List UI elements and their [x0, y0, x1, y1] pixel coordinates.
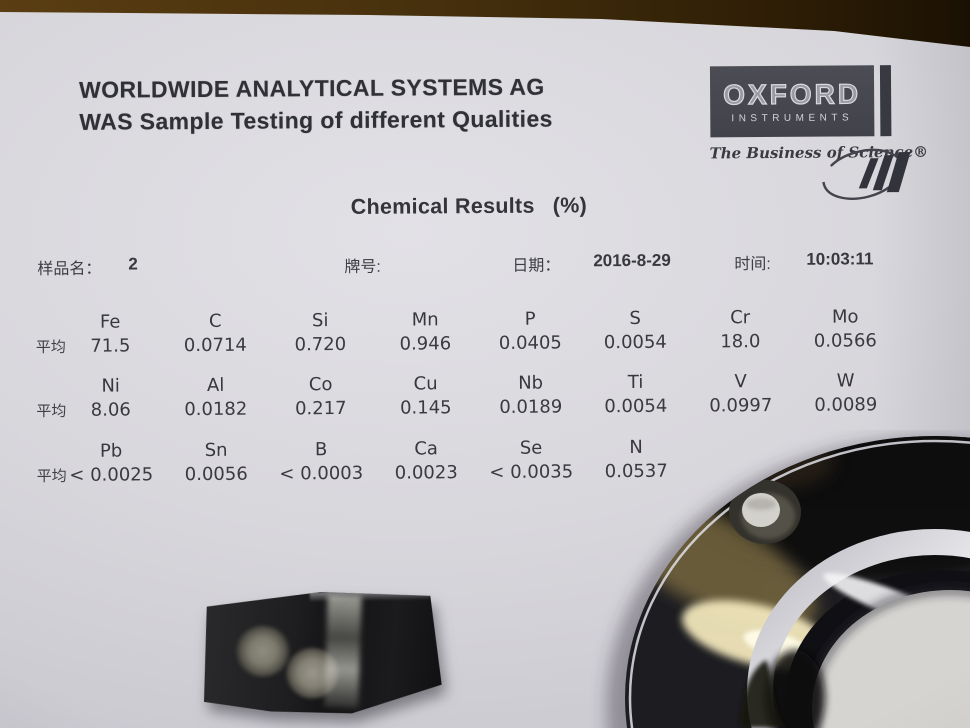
element-value: 0.0182 — [184, 398, 248, 421]
element-symbol: Si — [311, 310, 329, 332]
element-value: < 0.0003 — [279, 462, 364, 485]
element-symbol: W — [836, 370, 855, 392]
element-value: 71.5 — [90, 335, 131, 357]
element-symbol: Sn — [204, 439, 228, 461]
time-label: 时间: — [734, 256, 771, 274]
element-symbol: Nb — [518, 372, 544, 394]
element-symbol: V — [734, 371, 747, 393]
element-value: 0.0054 — [603, 331, 667, 354]
ground-metal-streak — [324, 595, 362, 708]
element-value: 8.06 — [90, 399, 131, 421]
average-label: 平均 — [35, 338, 66, 357]
element-value: 0.0054 — [604, 395, 668, 418]
element-value: 0.217 — [294, 397, 347, 420]
element-symbol: B — [314, 439, 328, 461]
element-symbol: Ca — [414, 438, 438, 460]
element-value: < 0.0025 — [69, 464, 154, 486]
report-title: Chemical Results (%) — [0, 191, 939, 223]
element-symbol: Cu — [413, 373, 438, 395]
element-symbol: Se — [519, 437, 543, 459]
element-value: 0.0714 — [183, 334, 247, 357]
average-label: 平均 — [36, 467, 67, 486]
element-symbol: Ti — [627, 371, 644, 394]
element-table-row-2: Ni Al Co Cu Nb Ti V W 平均 8.06 0.0182 0.2… — [30, 369, 942, 423]
sample-edge-highlight — [310, 590, 430, 603]
element-values-row: 8.06 0.0182 0.217 0.145 0.0189 0.0054 0.… — [30, 393, 942, 423]
report-subtitle: WAS Sample Testing of different Qualitie… — [79, 105, 553, 135]
spark-test-mark — [234, 625, 291, 678]
element-values-row: 71.5 0.0714 0.720 0.946 0.0405 0.0054 18… — [30, 329, 942, 359]
report-title-text: Chemical Results — [350, 193, 535, 219]
element-value: 0.946 — [399, 333, 452, 355]
element-value: 18.0 — [720, 331, 761, 353]
element-value: 0.0056 — [184, 463, 248, 486]
company-name: WORLDWIDE ANALYTICAL SYSTEMS AG — [78, 73, 545, 103]
metal-sample-surface — [202, 590, 443, 717]
element-value: 0.145 — [399, 397, 452, 419]
metal-sample-piece — [202, 590, 443, 717]
element-value: 0.720 — [294, 333, 347, 356]
logo-sub-text: INSTRUMENTS — [731, 111, 854, 124]
element-symbol: C — [208, 310, 222, 332]
element-value: 0.0997 — [709, 394, 773, 417]
element-symbol: Co — [308, 374, 333, 396]
element-symbol: Al — [206, 374, 225, 396]
chrome-flange-part — [606, 436, 970, 728]
element-symbol: Cr — [730, 307, 751, 329]
sample-info-row: 样品名： 2 牌号: 日期： 2016-8-29 时间: 10:03:11 — [0, 249, 969, 282]
element-value: 0.0405 — [498, 332, 562, 354]
element-symbol: Ni — [101, 375, 120, 397]
grade-label: 牌号: — [344, 258, 381, 276]
element-value: 0.0189 — [499, 396, 563, 418]
date-value: 2016-8-29 — [593, 250, 671, 271]
logo-accent-bar — [879, 65, 892, 137]
element-symbol: Mo — [831, 306, 859, 328]
logo-brand-text: OXFORD — [723, 77, 862, 110]
oxford-instruments-logo: OXFORD INSTRUMENTS — [709, 65, 875, 138]
sample-name-value: 2 — [128, 254, 138, 274]
average-label: 平均 — [36, 402, 67, 421]
element-value: 0.0089 — [814, 394, 878, 416]
date-label: 日期： — [512, 257, 561, 275]
element-value: 0.0566 — [813, 330, 877, 352]
element-symbol: Pb — [99, 440, 123, 462]
element-symbol: P — [524, 308, 536, 330]
element-symbol: S — [629, 307, 641, 329]
was-emblem-icon — [822, 148, 911, 200]
element-symbol: Mn — [411, 309, 439, 331]
element-value: 0.0023 — [394, 462, 458, 484]
element-value: < 0.0035 — [489, 461, 574, 483]
time-value: 10:03:11 — [806, 249, 874, 269]
element-table-row-1: Fe C Si Mn P S Cr Mo 平均 71.5 0.0714 0.72… — [30, 305, 942, 359]
sample-name-label: 样品名： — [37, 260, 102, 279]
element-symbol: Fe — [99, 311, 121, 333]
report-title-unit: (%) — [552, 193, 588, 218]
